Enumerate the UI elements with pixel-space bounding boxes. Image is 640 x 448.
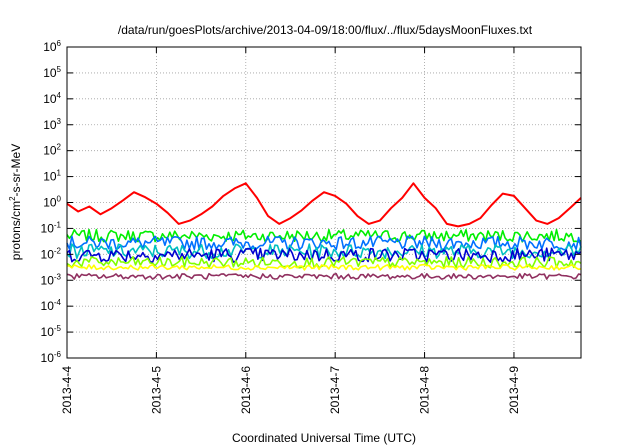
- y-tick-label: 104: [43, 91, 61, 106]
- x-tick-label: 2013-4-8: [418, 366, 432, 414]
- series-line-5: [66, 247, 582, 263]
- x-axis-label: Coordinated Universal Time (UTC): [232, 431, 416, 445]
- series-line-4: [66, 243, 582, 260]
- x-tick-label: 2013-4-6: [239, 366, 253, 414]
- y-tick-labels: 106 105 104 103 102 101 100 10-1 10-2 10-3 10-4 10-…: [41, 39, 62, 365]
- series-line-7: [66, 263, 582, 271]
- series-group: [66, 182, 582, 280]
- x-tick-label: 2013-4-4: [60, 366, 74, 414]
- ticks: [66, 46, 581, 359]
- grid: [67, 47, 581, 358]
- y-tick-label: 10-2: [41, 246, 62, 261]
- y-tick-label: 10-3: [41, 272, 62, 287]
- plot-frame: [66, 46, 582, 359]
- y-tick-label: 103: [43, 117, 61, 132]
- y-tick-label: 10-5: [41, 324, 62, 339]
- series-line-8: [66, 272, 582, 280]
- x-tick-label: 2013-4-5: [149, 366, 163, 414]
- x-tick-label: 2013-4-9: [507, 366, 521, 414]
- y-tick-label: 101: [43, 169, 61, 184]
- y-tick-label: 10-1: [41, 220, 62, 235]
- y-axis-label: protons/cm2-s-sr-MeV: [8, 144, 23, 260]
- y-tick-label: 10-6: [41, 350, 62, 365]
- y-tick-label: 106: [43, 39, 61, 54]
- x-tick-labels: 2013-4-4 2013-4-5 2013-4-6 2013-4-7 2013-4-8…: [60, 366, 521, 414]
- series-line-2: [66, 228, 582, 243]
- y-tick-label: 10-4: [41, 298, 62, 313]
- y-tick-label: 100: [43, 195, 61, 210]
- chart-title: /data/run/goesPlots/archive/2013-04-09/1…: [118, 23, 533, 37]
- x-tick-label: 2013-4-7: [328, 366, 342, 414]
- y-tick-label: 105: [43, 65, 61, 80]
- series-line-1: [66, 182, 582, 228]
- y-tick-label: 102: [43, 143, 61, 158]
